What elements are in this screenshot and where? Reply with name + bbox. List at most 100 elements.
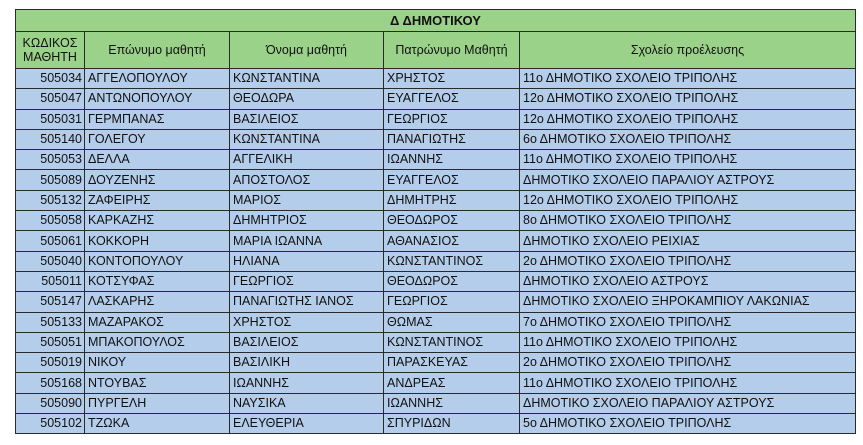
cell-code: 505031: [15, 108, 85, 130]
cell-code: 505140: [15, 128, 85, 151]
cell-father: ΣΠΥΡΙΔΩΝ: [383, 413, 520, 435]
cell-father: ΙΩΑΝΝΗΣ: [383, 392, 520, 415]
cell-surname: ΑΝΤΩΝΟΠΟΥΛΟΥ: [84, 88, 230, 110]
cell-code: 505019: [15, 352, 85, 374]
cell-father: ΑΘΑΝΑΣΙΟΣ: [383, 230, 520, 252]
cell-surname: ΜΑΖΑΡΑΚΟΣ: [84, 311, 230, 333]
cell-school: ΔΗΜΟΤΙΚΟ ΣΧΟΛΕΙΟ ΠΑΡΑΛΙΟΥ ΑΣΤΡΟΥΣ: [518, 169, 857, 191]
cell-name: ΚΩΝΣΤΑΝΤΙΝΑ: [229, 67, 384, 90]
cell-school: 6ο ΔΗΜΟΤΙΚΟ ΣΧΟΛΕΙΟ ΤΡΙΠΟΛΗΣ: [518, 128, 857, 151]
table-row: 505140 ΓΟΛΕΓΟΥ ΚΩΝΣΤΑΝΤΙΝΑ ΠΑΝΑΓΙΩΤΗΣ 6ο ΔΗΜ…: [15, 128, 857, 151]
cell-code: 505132: [15, 189, 85, 212]
cell-surname: ΑΓΓΕΛΟΠΟΥΛΟΥ: [84, 67, 230, 90]
cell-father: ΑΝΔΡΕΑΣ: [383, 372, 520, 394]
cell-surname: ΝΙΚΟΥ: [84, 352, 230, 374]
cell-name: ΝΑΥΣΙΚΑ: [229, 392, 384, 415]
table-row: 505058 ΚΑΡΚΑΖΗΣ ΔΗΜΗΤΡΙΟΣ ΘΕΟΔΩΡΟΣ 8ο ΔΗΜΟΤΙ…: [15, 210, 857, 232]
table-row: 505011 ΚΟΤΣΥΦΑΣ ΓΕΩΡΓΙΟΣ ΘΕΟΔΩΡΟΣ ΔΗΜΟΤΙΚΟ Σ…: [15, 270, 857, 293]
cell-name: ΚΩΝΣΤΑΝΤΙΝΑ: [229, 128, 384, 151]
cell-code: 505133: [15, 311, 85, 333]
cell-code: 505168: [15, 372, 85, 394]
cell-father: ΘΩΜΑΣ: [383, 311, 520, 333]
cell-school: 5ο ΔΗΜΟΤΙΚΟ ΣΧΟΛΕΙΟ ΤΡΙΠΟΛΗΣ: [518, 413, 857, 435]
cell-name: ΜΑΡΙΑ ΙΩΑΝΝΑ: [229, 230, 384, 252]
cell-name: ΔΗΜΗΤΡΙΟΣ: [229, 210, 384, 232]
cell-code: 505061: [15, 230, 85, 252]
table-row: 505147 ΛΑΣΚΑΡΗΣ ΠΑΝΑΓΙΩΤΗΣ ΙΑΝΟΣ ΓΕΩΡΓΙΟΣ ΔΗ…: [15, 291, 857, 313]
cell-code: 505011: [15, 270, 85, 293]
cell-name: ΜΑΡΙΟΣ: [229, 189, 384, 212]
cell-school: 12ο ΔΗΜΟΤΙΚΟ ΣΧΟΛΕΙΟ ΤΡΙΠΟΛΗΣ: [518, 88, 857, 110]
cell-father: ΠΑΝΑΓΙΩΤΗΣ: [383, 128, 520, 151]
table-row: 505034 ΑΓΓΕΛΟΠΟΥΛΟΥ ΚΩΝΣΤΑΝΤΙΝΑ ΧΡΗΣΤΟΣ 11ο …: [15, 67, 857, 90]
cell-surname: ΔΟΥΖΕΝΗΣ: [84, 169, 230, 191]
cell-school: 12ο ΔΗΜΟΤΙΚΟ ΣΧΟΛΕΙΟ ΤΡΙΠΟΛΗΣ: [518, 108, 857, 130]
cell-school: 12ο ΔΗΜΟΤΙΚΟ ΣΧΟΛΕΙΟ ΤΡΙΠΟΛΗΣ: [518, 189, 857, 212]
cell-school: 11ο ΔΗΜΟΤΙΚΟ ΣΧΟΛΕΙΟ ΤΡΙΠΟΛΗΣ: [518, 149, 857, 171]
table-row: 505102 ΤΖΩΚΑ ΕΛΕΥΘΕΡΙΑ ΣΠΥΡΙΔΩΝ 5ο ΔΗΜΟΤΙΚΟ …: [15, 413, 857, 435]
title-row: Δ ΔΗΜΟΤΙΚΟΥ: [14, 9, 857, 32]
cell-surname: ΖΑΦΕΙΡΗΣ: [84, 189, 230, 212]
cell-name: ΕΛΕΥΘΕΡΙΑ: [229, 413, 384, 435]
cell-code: 505089: [15, 169, 85, 191]
header-surname: Επώνυμο μαθητή: [84, 31, 230, 69]
cell-school: ΔΗΜΟΤΙΚΟ ΣΧΟΛΕΙΟ ΑΣΤΡΟΥΣ: [518, 270, 857, 293]
cell-father: ΚΩΝΣΤΑΝΤΙΝΟΣ: [383, 331, 520, 354]
cell-father: ΓΕΩΡΓΙΟΣ: [383, 108, 520, 130]
table-row: 505040 ΚΟΝΤΟΠΟΥΛΟΥ ΗΛΙΑΝΑ ΚΩΝΣΤΑΝΤΙΝΟΣ 2ο ΔΗ…: [15, 250, 857, 272]
cell-surname: ΠΥΡΓΕΛΗ: [84, 392, 230, 415]
cell-code: 505090: [15, 392, 85, 415]
cell-father: ΙΩΑΝΝΗΣ: [383, 149, 520, 171]
table-body: 505034 ΑΓΓΕΛΟΠΟΥΛΟΥ ΚΩΝΣΤΑΝΤΙΝΑ ΧΡΗΣΤΟΣ 11ο …: [15, 67, 857, 435]
cell-name: ΒΑΣΙΛΕΙΟΣ: [229, 108, 384, 130]
header-father: Πατρώνυμο Μαθητή: [383, 31, 520, 69]
cell-name: ΧΡΗΣΤΟΣ: [229, 311, 384, 333]
table-row: 505051 ΜΠΑΚΟΠΟΥΛΟΣ ΒΑΣΙΛΕΙΟΣ ΚΩΝΣΤΑΝΤΙΝΟΣ 11…: [15, 331, 857, 354]
cell-school: 11ο ΔΗΜΟΤΙΚΟ ΣΧΟΛΕΙΟ ΤΡΙΠΟΛΗΣ: [518, 372, 857, 394]
cell-school: 8ο ΔΗΜΟΤΙΚΟ ΣΧΟΛΕΙΟ ΤΡΙΠΟΛΗΣ: [518, 210, 857, 232]
cell-code: 505058: [15, 210, 85, 232]
table-row: 505132 ΖΑΦΕΙΡΗΣ ΜΑΡΙΟΣ ΔΗΜΗΤΡΗΣ 12ο ΔΗΜΟΤΙΚΟ…: [15, 189, 857, 212]
cell-school: 11ο ΔΗΜΟΤΙΚΟ ΣΧΟΛΕΙΟ ΤΡΙΠΟΛΗΣ: [518, 331, 857, 354]
header-name: Όνομα μαθητή: [229, 31, 384, 69]
cell-code: 505051: [15, 331, 85, 354]
cell-school: 2ο ΔΗΜΟΤΙΚΟ ΣΧΟΛΕΙΟ ΤΡΙΠΟΛΗΣ: [518, 352, 857, 374]
cell-name: ΓΕΩΡΓΙΟΣ: [229, 270, 384, 293]
cell-father: ΕΥΑΓΓΕΛΟΣ: [383, 169, 520, 191]
table-title: Δ ΔΗΜΟΤΙΚΟΥ: [14, 9, 857, 32]
cell-code: 505102: [15, 413, 85, 435]
cell-name: ΒΑΣΙΛΕΙΟΣ: [229, 331, 384, 354]
cell-father: ΧΡΗΣΤΟΣ: [383, 67, 520, 90]
cell-father: ΠΑΡΑΣΚΕΥΑΣ: [383, 352, 520, 374]
cell-surname: ΚΟΚΚΟΡΗ: [84, 230, 230, 252]
cell-school: ΔΗΜΟΤΙΚΟ ΣΧΟΛΕΙΟ ΞΗΡΟΚΑΜΠΙΟΥ ΛΑΚΩΝΙΑΣ: [518, 291, 857, 313]
table-row: 505031 ΓΕΡΜΠΑΝΑΣ ΒΑΣΙΛΕΙΟΣ ΓΕΩΡΓΙΟΣ 12ο ΔΗΜΟ…: [15, 108, 857, 130]
table-row: 505047 ΑΝΤΩΝΟΠΟΥΛΟΥ ΘΕΟΔΩΡΑ ΕΥΑΓΓΕΛΟΣ 12ο ΔΗ…: [15, 88, 857, 110]
cell-code: 505034: [15, 67, 85, 90]
cell-surname: ΚΟΤΣΥΦΑΣ: [84, 270, 230, 293]
table-row: 505133 ΜΑΖΑΡΑΚΟΣ ΧΡΗΣΤΟΣ ΘΩΜΑΣ 7ο ΔΗΜΟΤΙΚΟ Σ…: [15, 311, 857, 333]
cell-father: ΘΕΟΔΩΡΟΣ: [383, 210, 520, 232]
cell-father: ΘΕΟΔΩΡΟΣ: [383, 270, 520, 293]
cell-name: ΙΩΑΝΝΗΣ: [229, 372, 384, 394]
table-row: 505168 ΝΤΟΥΒΑΣ ΙΩΑΝΝΗΣ ΑΝΔΡΕΑΣ 11ο ΔΗΜΟΤΙΚΟ …: [15, 372, 857, 394]
cell-surname: ΛΑΣΚΑΡΗΣ: [84, 291, 230, 313]
header-row: ΚΩΔΙΚΟΣ ΜΑΘΗΤΗ Επώνυμο μαθητή Όνομα μαθη…: [15, 31, 857, 69]
cell-surname: ΜΠΑΚΟΠΟΥΛΟΣ: [84, 331, 230, 354]
cell-school: ΔΗΜΟΤΙΚΟ ΣΧΟΛΕΙΟ ΡΕΙΧΙΑΣ: [518, 230, 857, 252]
cell-father: ΚΩΝΣΤΑΝΤΙΝΟΣ: [383, 250, 520, 272]
cell-surname: ΓΕΡΜΠΑΝΑΣ: [84, 108, 230, 130]
cell-code: 505040: [15, 250, 85, 272]
cell-name: ΗΛΙΑΝΑ: [229, 250, 384, 272]
cell-surname: ΚΑΡΚΑΖΗΣ: [84, 210, 230, 232]
table-row: 505090 ΠΥΡΓΕΛΗ ΝΑΥΣΙΚΑ ΙΩΑΝΝΗΣ ΔΗΜΟΤΙΚΟ ΣΧΟΛ…: [15, 392, 857, 415]
header-code: ΚΩΔΙΚΟΣ ΜΑΘΗΤΗ: [15, 31, 85, 69]
cell-name: ΠΑΝΑΓΙΩΤΗΣ ΙΑΝΟΣ: [229, 291, 384, 313]
cell-surname: ΤΖΩΚΑ: [84, 413, 230, 435]
table-row: 505053 ΔΕΛΛΑ ΑΓΓΕΛΙΚΗ ΙΩΑΝΝΗΣ 11ο ΔΗΜΟΤΙΚΟ Σ…: [15, 149, 857, 171]
cell-school: 7ο ΔΗΜΟΤΙΚΟ ΣΧΟΛΕΙΟ ΤΡΙΠΟΛΗΣ: [518, 311, 857, 333]
cell-surname: ΔΕΛΛΑ: [84, 149, 230, 171]
cell-school: ΔΗΜΟΤΙΚΟ ΣΧΟΛΕΙΟ ΠΑΡΑΛΙΟΥ ΑΣΤΡΟΥΣ: [518, 392, 857, 415]
cell-code: 505053: [15, 149, 85, 171]
table-row: 505061 ΚΟΚΚΟΡΗ ΜΑΡΙΑ ΙΩΑΝΝΑ ΑΘΑΝΑΣΙΟΣ ΔΗΜΟΤΙ…: [15, 230, 857, 252]
